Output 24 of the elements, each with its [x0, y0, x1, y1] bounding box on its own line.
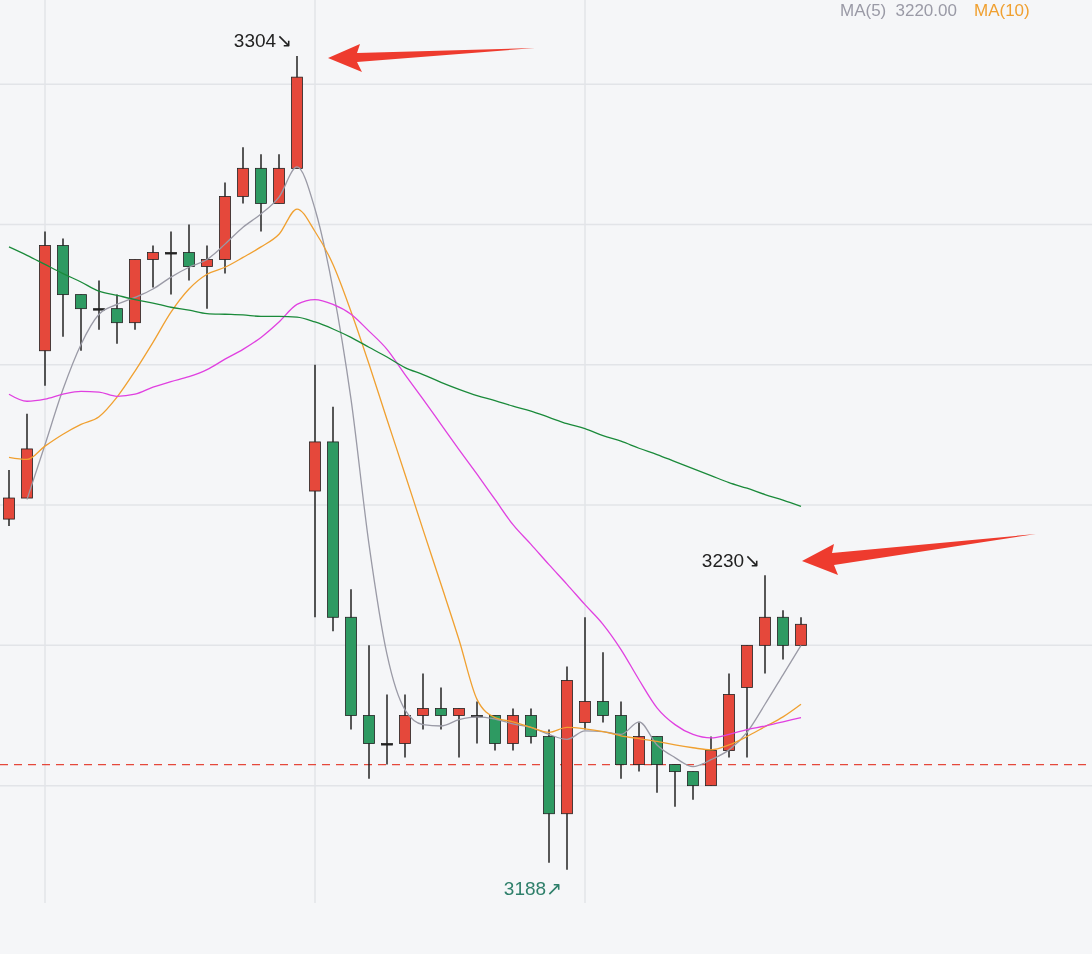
- candlestick: [417, 672, 429, 731]
- candlestick: [93, 279, 105, 331]
- candlestick: [597, 651, 609, 724]
- annotation: 3304↘: [233, 30, 292, 51]
- candlestick: [669, 763, 681, 808]
- text: MA(10): [974, 1, 1030, 20]
- candlestick: [453, 707, 465, 759]
- candlestick: [183, 223, 195, 282]
- candlestick: [201, 244, 213, 310]
- candlestick: [147, 244, 159, 289]
- candlestick: [111, 293, 123, 345]
- candlestick: [75, 293, 87, 352]
- candlestick: [687, 770, 699, 801]
- candlestick: [165, 230, 177, 296]
- candlestick: [3, 469, 15, 527]
- candlestick: [381, 693, 393, 766]
- text: MA(5): [840, 1, 887, 20]
- candlestick: [435, 686, 447, 731]
- annotation: 3188↗: [503, 878, 562, 899]
- candlestick: [525, 707, 537, 745]
- candlestick: [795, 616, 807, 647]
- annotation: 3230↘: [701, 550, 760, 571]
- text: 3220.00: [895, 1, 957, 20]
- candlestick: [579, 616, 591, 731]
